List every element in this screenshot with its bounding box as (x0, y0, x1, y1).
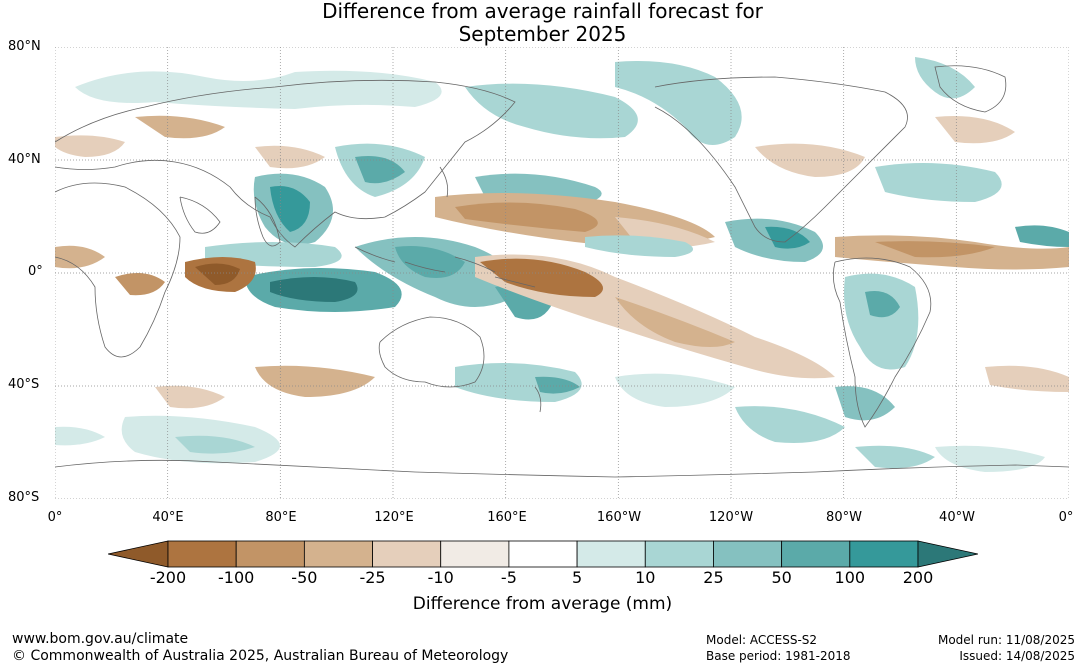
footer-model: Model: ACCESS-S2 (706, 633, 818, 647)
lon-label-160e: 160°E (487, 510, 527, 525)
colorbar-tick-label: 50 (771, 568, 792, 587)
colorbar-box (644, 540, 714, 568)
coastlines (55, 65, 1069, 478)
colorbar-tick-label: 100 (834, 568, 866, 587)
colorbar (107, 540, 979, 568)
lon-label-160w: 160°W (596, 510, 642, 525)
footer-website: www.bom.gov.au/climate (12, 631, 189, 647)
lon-label-120e: 120°E (374, 510, 414, 525)
colorbar-tick-label: -100 (218, 568, 255, 587)
map-title: Difference from average rainfall forecas… (0, 0, 1085, 46)
lon-label-40w: 40°W (939, 510, 975, 525)
lon-label-80w: 80°W (826, 510, 862, 525)
colorbar-box (713, 540, 783, 568)
colorbar-box (303, 540, 373, 568)
gridlines (55, 47, 1069, 499)
lat-label-40s: 40°S (8, 377, 40, 392)
colorbar-box (781, 540, 851, 568)
lon-label-80e: 80°E (265, 510, 297, 525)
footer-model-run: Model run: 11/08/2025 (937, 633, 1075, 647)
title-line-2: September 2025 (458, 22, 627, 46)
colorbar-tick-label: 10 (635, 568, 656, 587)
colorbar-title: Difference from average (mm) (412, 594, 673, 614)
colorbar-tick-label: 25 (703, 568, 724, 587)
colorbar-tick-label: -10 (427, 568, 454, 587)
colorbar-tick-label: 5 (571, 568, 583, 587)
footer-base-period: Base period: 1981-2018 (706, 649, 851, 663)
colorbar-tick-label: 200 (902, 568, 934, 587)
rainfall-anomaly-map (55, 47, 1069, 499)
colorbar-box (167, 540, 237, 568)
colorbar-box (576, 540, 646, 568)
lon-label-40e: 40°E (152, 510, 184, 525)
colorbar-box (235, 540, 305, 568)
colorbar-tick-label: -25 (359, 568, 386, 587)
lat-label-40n: 40°N (8, 152, 41, 167)
lon-label-0-left: 0° (47, 510, 63, 525)
lat-label-0: 0° (28, 264, 43, 279)
colorbar-tick-label: -200 (149, 568, 187, 587)
colorbar-tick-label: -50 (291, 568, 318, 587)
colorbar-box (440, 540, 510, 568)
colorbar-box (372, 540, 442, 568)
title-line-1: Difference from average rainfall forecas… (322, 0, 763, 23)
footer-copyright: © Commonwealth of Australia 2025, Austra… (12, 648, 509, 664)
anomaly-patches (55, 57, 1069, 472)
colorbar-extend-high (917, 540, 979, 568)
lon-label-0-right: 0° (1058, 510, 1074, 525)
colorbar-box (508, 540, 578, 568)
footer-issued: Issued: 14/08/2025 (959, 649, 1075, 663)
colorbar-tick-label: -5 (500, 568, 517, 587)
colorbar-box (849, 540, 919, 568)
colorbar-extend-low (107, 540, 169, 568)
lat-label-80s: 80°S (8, 490, 40, 505)
lat-label-80n: 80°N (8, 39, 41, 54)
lon-label-120w: 120°W (708, 510, 754, 525)
